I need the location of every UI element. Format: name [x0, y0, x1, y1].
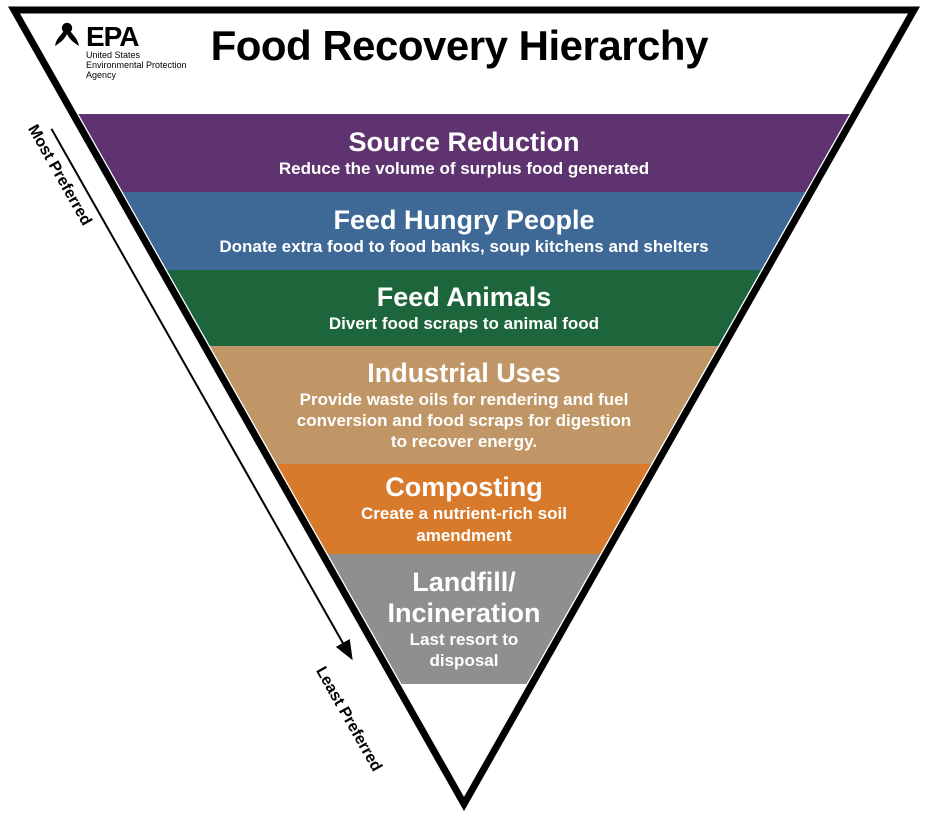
- epa-logo-icon: [54, 22, 80, 48]
- tier-description: Provide waste oils for rendering and fue…: [287, 389, 641, 453]
- epa-acronym: EPA: [86, 22, 187, 51]
- tier-description: Divert food scraps to animal food: [329, 313, 599, 334]
- header: EPA United States Environmental Protecti…: [0, 22, 928, 81]
- tier-title: Feed Hungry People: [333, 205, 594, 236]
- tier-title: Source Reduction: [348, 127, 579, 158]
- tier-description: Donate extra food to food banks, soup ki…: [219, 236, 708, 257]
- tier-description: Reduce the volume of surplus food genera…: [279, 158, 649, 179]
- tier-title: Composting: [385, 472, 542, 503]
- tier: Feed Hungry PeopleDonate extra food to f…: [123, 192, 806, 270]
- epa-sub-3: Agency: [86, 71, 187, 81]
- tier: Industrial UsesProvide waste oils for re…: [210, 346, 718, 464]
- page-title: Food Recovery Hierarchy: [211, 22, 708, 70]
- tier: Source ReductionReduce the volume of sur…: [78, 114, 849, 192]
- diagram-stage: EPA United States Environmental Protecti…: [0, 0, 928, 815]
- tier: CompostingCreate a nutrient-rich soil am…: [277, 464, 651, 554]
- tier-description: Create a nutrient-rich soil amendment: [338, 503, 590, 546]
- tier-title: Landfill/ Incineration: [387, 567, 540, 629]
- tier-title: Feed Animals: [377, 282, 552, 313]
- tier: Feed AnimalsDivert food scraps to animal…: [167, 270, 761, 346]
- epa-logo: EPA United States Environmental Protecti…: [54, 22, 187, 81]
- tier-title: Industrial Uses: [367, 358, 561, 389]
- tier-description: Last resort to disposal: [404, 629, 524, 672]
